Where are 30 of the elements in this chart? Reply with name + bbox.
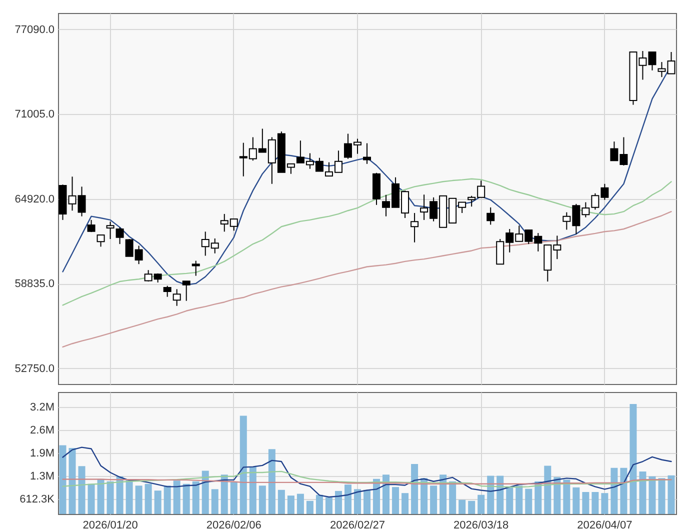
x-tick-label: 2026/02/27 [330, 520, 386, 530]
candlestick [172, 288, 181, 306]
candlestick [182, 280, 190, 302]
candlestick [363, 142, 371, 164]
candlestick [106, 221, 114, 240]
y-tick-label: 58835.0 [14, 278, 54, 290]
line-series [62, 178, 672, 306]
y-tick-label: 2.6M [30, 424, 54, 436]
candlestick [87, 219, 96, 233]
candlestick [410, 212, 419, 243]
y-tick-label: 1.3M [30, 470, 54, 482]
y-tick-label: 64920.0 [14, 193, 54, 206]
candlestick [486, 206, 495, 226]
x-tick-label: 2026/03/18 [454, 520, 509, 530]
x-tick-label: 2026/01/20 [82, 520, 138, 530]
candlestick [116, 226, 124, 245]
line-series [62, 446, 672, 498]
line-series [62, 470, 672, 488]
y-tick-label: 71005.0 [14, 108, 54, 121]
x-tick-label: 2026/04/07 [577, 520, 632, 530]
y-tick-label: 3.2M [30, 401, 54, 414]
y-tick-label: 612.3K [20, 494, 56, 506]
y-tick-label: 52750.0 [14, 362, 54, 375]
x-tick-label: 2026/02/06 [206, 520, 262, 530]
y-tick-label: 77090.0 [14, 24, 54, 36]
candlestick [96, 234, 105, 248]
candlestick [192, 260, 200, 276]
candlestick [163, 285, 172, 298]
y-tick-label: 1.9M [30, 447, 54, 460]
line-series [62, 210, 672, 348]
